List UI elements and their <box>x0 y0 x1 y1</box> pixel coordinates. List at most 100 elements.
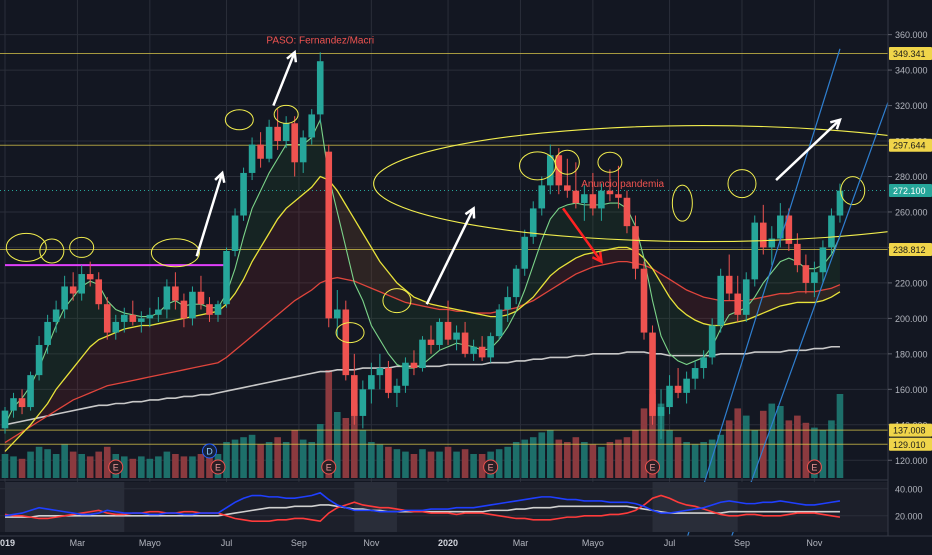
candle <box>342 300 350 381</box>
candle-body <box>819 247 827 273</box>
price-label-box <box>889 243 932 257</box>
candle <box>69 272 77 301</box>
volume-bar <box>828 420 835 478</box>
candle <box>811 261 818 298</box>
candle-body <box>470 346 477 354</box>
volume-bar <box>478 454 486 478</box>
candle-body <box>393 385 401 393</box>
volume-bar <box>623 437 631 478</box>
candle-body <box>120 314 128 322</box>
volume-bars <box>1 370 844 478</box>
volume-bar <box>564 442 571 478</box>
volume-bar <box>86 456 94 478</box>
candle <box>640 261 648 340</box>
candle-body <box>794 243 801 266</box>
arrow-shaft <box>562 207 603 263</box>
candle-body <box>402 362 409 386</box>
volume-bar <box>197 454 205 478</box>
candle <box>785 208 793 251</box>
up-arrow <box>425 206 476 305</box>
volume-bar <box>206 456 213 478</box>
highlight-circle <box>273 104 299 124</box>
candle <box>453 325 460 351</box>
volume-bar <box>657 403 665 478</box>
candle-body <box>410 362 418 369</box>
candle <box>291 116 298 177</box>
volume-bar <box>811 427 818 478</box>
volume-bar <box>240 437 247 478</box>
candle-body <box>487 336 494 358</box>
time-tick-label: Sep <box>291 538 307 548</box>
earnings-marker-label: E <box>113 463 119 473</box>
candle <box>240 167 247 221</box>
candle <box>751 215 759 287</box>
volume-bar <box>189 456 196 478</box>
candle <box>759 204 767 255</box>
volume-bar <box>351 403 358 478</box>
candle <box>683 371 690 404</box>
candle <box>819 240 827 283</box>
time-tick-label: Nov <box>363 538 380 548</box>
dividend-marker-label: D <box>206 447 213 457</box>
candle-body <box>351 375 358 416</box>
candle <box>768 226 776 266</box>
volume-bar <box>180 456 188 478</box>
earnings-marker-circle <box>210 459 226 475</box>
highlight-circle <box>382 288 412 314</box>
volume-bar <box>751 430 759 478</box>
volume-bar <box>103 446 111 478</box>
price-tick-label: 220.000 <box>895 278 928 288</box>
candle-body <box>257 144 264 159</box>
volume-bar <box>265 442 273 478</box>
volume-bar <box>274 437 281 478</box>
candle <box>666 375 673 415</box>
candle <box>103 297 111 340</box>
ema-mid-line <box>4 175 841 452</box>
volume-bar <box>581 442 588 478</box>
candle-body <box>376 368 384 376</box>
candle-body <box>802 265 810 283</box>
highlight-circle <box>5 232 47 262</box>
volume-bar <box>172 454 179 478</box>
time-tick-label: Sep <box>734 538 750 548</box>
dividend-marker: D <box>201 443 217 459</box>
candle-body <box>206 304 213 315</box>
level-price-label: 137.008 <box>889 423 932 437</box>
highlight-circle <box>69 236 95 258</box>
earnings-marker: E <box>806 459 822 475</box>
candle <box>18 389 26 415</box>
price-tick-label: 360.000 <box>895 30 928 40</box>
volume-bar <box>368 442 375 478</box>
candle-body <box>598 190 605 209</box>
volume-bar <box>512 442 520 478</box>
candle-body <box>10 398 17 411</box>
osc-tick-label: 20.000 <box>895 511 923 521</box>
candle <box>1 407 9 434</box>
earnings-marker-label: E <box>488 463 494 473</box>
candle-body <box>717 275 724 326</box>
volume-bar <box>785 420 793 478</box>
volume-bar <box>495 449 503 478</box>
price-tick-label: 280.000 <box>895 172 928 182</box>
volume-bar <box>248 434 256 478</box>
volume-bar <box>120 456 128 478</box>
time-tick-label: Jul <box>221 538 233 548</box>
earnings-marker: E <box>483 459 499 475</box>
highlight-circle <box>335 322 365 344</box>
time-tick-label: Mayo <box>582 538 604 548</box>
volume-bar <box>419 449 426 478</box>
annotation-label: Anuncio pandemia <box>581 179 664 190</box>
current-price-label: 272.100 <box>889 184 932 198</box>
volume-bar <box>282 442 290 478</box>
candle <box>734 275 742 322</box>
candle-body <box>478 346 486 358</box>
candle <box>598 183 605 221</box>
candle-body <box>325 151 333 319</box>
candle <box>742 272 750 322</box>
oscillator-band <box>5 482 125 532</box>
candle-body <box>572 190 580 204</box>
volume-bar <box>521 439 529 478</box>
candle-body <box>708 325 716 358</box>
